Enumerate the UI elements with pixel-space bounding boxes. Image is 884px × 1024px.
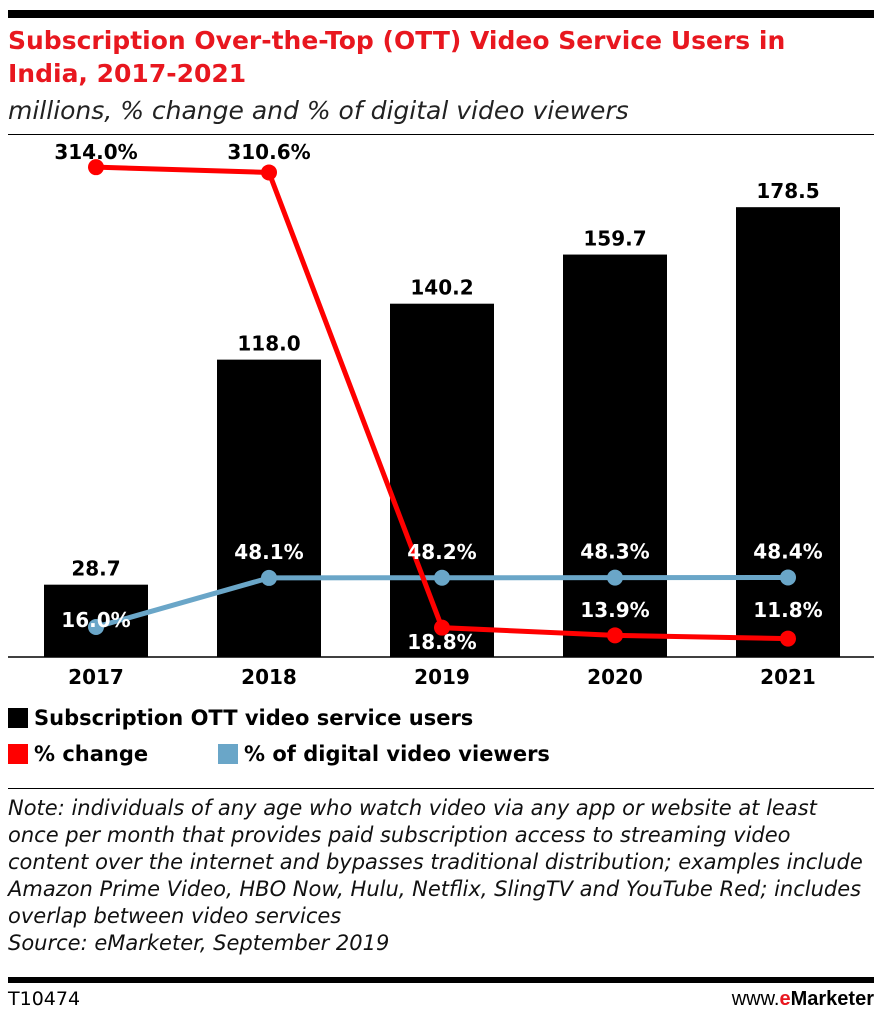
change-point — [607, 627, 623, 644]
change-data-label: 314.0% — [54, 140, 137, 164]
bar-data-label: 140.2 — [410, 276, 473, 300]
viewers-point — [780, 569, 796, 586]
change-data-label: 11.8% — [753, 598, 822, 622]
x-tick-label: 2020 — [587, 665, 643, 689]
chart-plot: 2017 2018 2019 2020 2021 28.7 118.0 140.2 159.7 1… — [8, 140, 874, 689]
change-point — [88, 159, 104, 176]
bar — [217, 359, 321, 657]
change-point — [261, 164, 277, 181]
brand-logo: www.eMarketer — [731, 988, 874, 1010]
change-data-label: 310.6% — [227, 140, 310, 164]
bar — [390, 303, 494, 657]
legend-label: % change — [34, 742, 149, 766]
bar-data-label: 159.7 — [583, 227, 646, 251]
bar — [736, 207, 840, 657]
bottom-bar — [8, 977, 874, 983]
bar-data-label: 118.0 — [237, 332, 300, 356]
x-tick-label: 2018 — [241, 665, 297, 689]
change-point — [434, 619, 450, 636]
legend-label: Subscription OTT video service users — [34, 706, 474, 730]
source-text: Source: eMarketer, September 2019 — [8, 931, 390, 955]
viewers-data-label: 48.1% — [234, 540, 303, 564]
legend-label: % of digital video viewers — [244, 742, 550, 766]
viewers-data-label: 48.4% — [753, 539, 822, 563]
chart-title: Subscription Over-the-Top (OTT) Video Se… — [8, 26, 786, 88]
legend-item-change: % change — [8, 742, 148, 766]
viewers-point — [607, 569, 623, 586]
viewers-point — [88, 619, 104, 636]
divider — [8, 788, 874, 789]
legend-item-viewers: % of digital video viewers — [218, 742, 550, 766]
change-point — [780, 630, 796, 647]
chart-subtitle: millions, % change and % of digital vide… — [8, 96, 629, 125]
change-data-label: 18.8% — [407, 630, 476, 654]
x-tick-label: 2017 — [68, 665, 124, 689]
bar — [563, 254, 667, 657]
note: Note: individuals of any age who watch v… — [8, 795, 874, 957]
note-text: Note: individuals of any age who watch v… — [8, 796, 863, 928]
x-tick-label: 2021 — [760, 665, 816, 689]
viewers-point — [434, 569, 450, 586]
x-tick-label: 2019 — [414, 665, 470, 689]
legend-swatch — [8, 708, 28, 728]
chart-code: T10474 — [8, 988, 81, 1010]
legend-swatch — [218, 744, 238, 764]
viewers-data-label: 16.0% — [61, 608, 130, 632]
top-bar — [8, 10, 874, 18]
viewers-data-label: 48.3% — [580, 540, 649, 564]
bar-data-label: 28.7 — [71, 557, 120, 581]
viewers-data-label: 48.2% — [407, 540, 476, 564]
bar-data-label: 178.5 — [756, 179, 819, 203]
change-data-label: 13.9% — [580, 598, 649, 622]
divider — [8, 134, 874, 135]
legend-item-users: Subscription OTT video service users — [8, 706, 473, 730]
legend-swatch — [8, 744, 28, 764]
viewers-point — [261, 569, 277, 586]
